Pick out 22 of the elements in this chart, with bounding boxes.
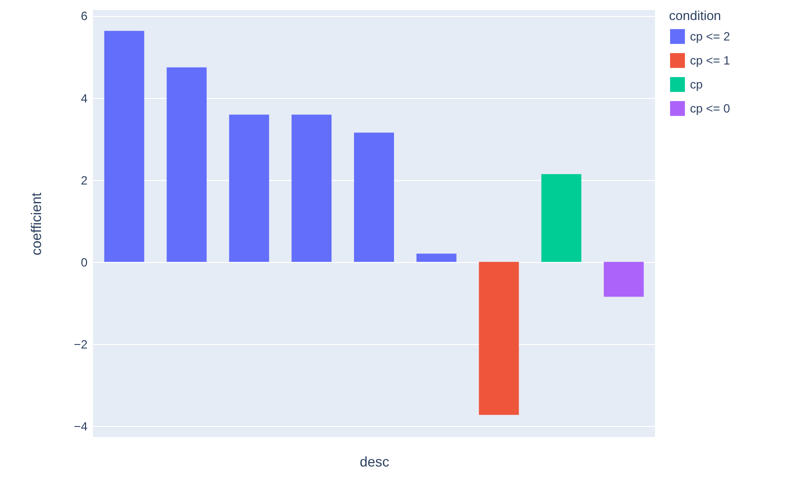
legend-label: cp <= 0	[690, 102, 730, 116]
y-tick-label: −4	[74, 419, 88, 434]
bar	[292, 114, 332, 262]
bar	[478, 262, 519, 415]
legend-label: cp <= 1	[690, 54, 730, 68]
y-tick-label: 2	[80, 173, 88, 188]
y-tick-label: 6	[80, 9, 88, 24]
y-tick-label: −2	[74, 337, 88, 352]
legend-title: condition	[669, 8, 722, 23]
bar	[604, 262, 644, 297]
legend-label: cp	[690, 78, 703, 92]
y-tick-label: 0	[80, 255, 88, 270]
bar	[229, 114, 270, 262]
legend-label: cp <= 2	[690, 30, 730, 44]
bar	[354, 132, 394, 262]
y-tick-label: 4	[80, 91, 88, 106]
bar	[166, 67, 207, 262]
bar	[104, 30, 144, 262]
bar	[416, 254, 456, 262]
y-axis-title: coefficient	[28, 192, 44, 256]
bar	[541, 174, 582, 262]
x-axis-title: desc	[360, 454, 390, 470]
